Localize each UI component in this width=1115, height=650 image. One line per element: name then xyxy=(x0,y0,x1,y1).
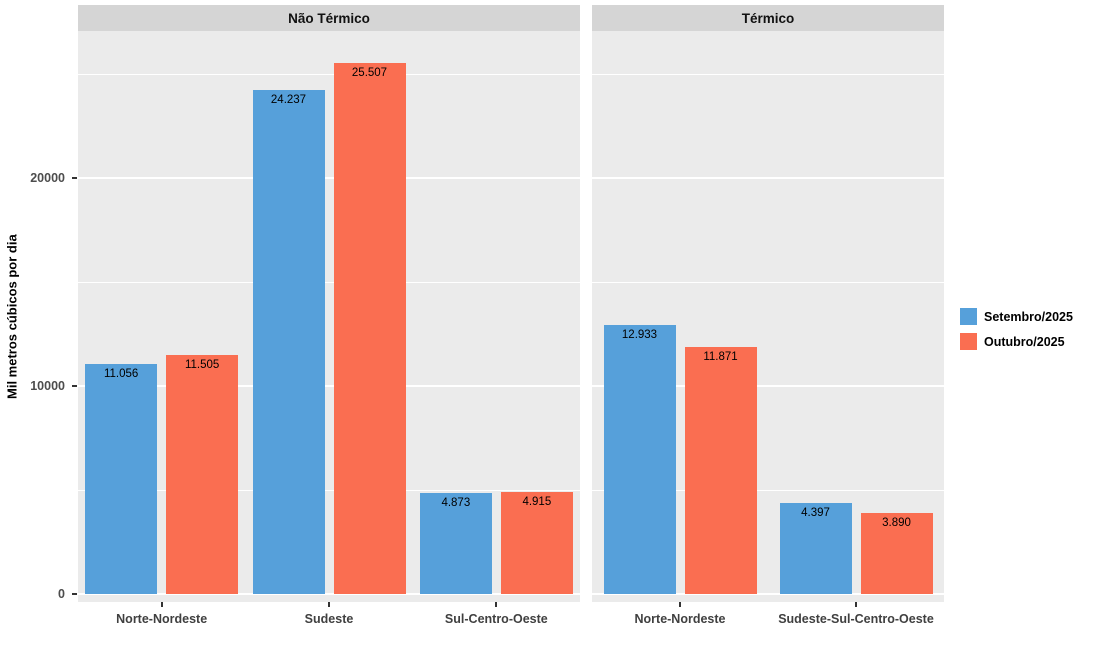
minor-gridline xyxy=(78,281,580,283)
major-gridline xyxy=(78,593,580,595)
bar-group: 4.873 4.915 xyxy=(419,31,573,594)
legend-entry: Setembro/2025 xyxy=(960,308,1073,325)
bar-group: 11.056 11.505 xyxy=(85,31,239,594)
x-category-label: Norte-Nordeste xyxy=(634,612,726,626)
bar-value-label: 12.933 xyxy=(621,329,658,341)
legend-color-swatch xyxy=(960,333,977,350)
bar-value-label: 3.890 xyxy=(882,517,911,529)
bar-value-label: 25.507 xyxy=(351,67,388,79)
facet-panel: Não Térmico 11.056 11.505 24.237 25.507 4.873… xyxy=(78,5,580,626)
bar-value-label: 4.397 xyxy=(801,507,830,519)
panel-plot-area: 12.933 11.871 4.397 3.890 xyxy=(592,31,944,602)
x-axis: Norte-Nordeste Sudeste-Sul-Centro-Oeste xyxy=(592,602,944,646)
y-tick-label: 0 xyxy=(58,587,65,601)
x-axis: Norte-Nordeste Sudeste Sul-Centro-Oeste xyxy=(78,602,580,646)
bar-setembro-2025[interactable]: 4.873 xyxy=(419,493,492,594)
panel-plot-area: 11.056 11.505 24.237 25.507 4.873 4.915 xyxy=(78,31,580,602)
legend: Setembro/2025 Outubro/2025 xyxy=(960,308,1073,350)
x-category-label: Sul-Centro-Oeste xyxy=(444,612,548,626)
bar-setembro-2025[interactable]: 24.237 xyxy=(252,90,325,594)
major-gridline xyxy=(78,385,580,387)
y-axis: 0 10000 20000 xyxy=(0,31,77,602)
minor-gridline xyxy=(592,281,944,283)
bar-outubro-2025[interactable]: 3.890 xyxy=(860,513,933,594)
bar-value-label: 4.915 xyxy=(522,496,552,508)
legend-entry: Outubro/2025 xyxy=(960,333,1073,350)
bar-outubro-2025[interactable]: 25.507 xyxy=(333,63,406,594)
bar-value-label: 11.056 xyxy=(103,368,139,380)
minor-gridline xyxy=(78,489,580,491)
facet-strip: Não Térmico xyxy=(78,5,580,31)
x-category-label: Sudeste xyxy=(304,612,354,626)
x-tick-mark xyxy=(160,602,163,607)
x-tick-mark xyxy=(328,602,330,607)
legend-entry-label: Outubro/2025 xyxy=(984,334,1065,349)
x-category-label: Sudeste-Sul-Centro-Oeste xyxy=(778,612,934,626)
bar-group: 12.933 11.871 xyxy=(603,31,757,594)
x-tick-mark xyxy=(855,602,857,607)
major-gridline xyxy=(592,385,944,387)
bar-value-label: 4.873 xyxy=(441,497,471,509)
bar-value-label: 11.505 xyxy=(184,359,220,371)
bar-outubro-2025[interactable]: 11.871 xyxy=(684,347,757,594)
x-category-label: Norte-Nordeste xyxy=(116,612,208,626)
legend-entry-label: Setembro/2025 xyxy=(984,309,1073,324)
y-tick-mark xyxy=(72,385,77,387)
facet-strip-label: Térmico xyxy=(741,10,795,26)
bar-setembro-2025[interactable]: 12.933 xyxy=(603,325,676,594)
minor-gridline xyxy=(592,489,944,491)
minor-gridline xyxy=(78,73,580,75)
bar-value-label: 24.237 xyxy=(270,94,307,106)
facet-panel: Térmico 12.933 11.871 4.397 3.890 Norte-Norde… xyxy=(592,5,944,626)
facet-strip-label: Não Térmico xyxy=(288,10,370,26)
y-tick-mark xyxy=(72,593,77,595)
y-tick-mark xyxy=(72,177,77,179)
major-gridline xyxy=(78,177,580,179)
legend-color-swatch xyxy=(960,308,977,325)
x-tick-mark xyxy=(495,602,498,607)
bar-value-label: 11.871 xyxy=(703,351,738,363)
bar-outubro-2025[interactable]: 11.505 xyxy=(166,355,239,594)
major-gridline xyxy=(592,177,944,179)
bar-setembro-2025[interactable]: 4.397 xyxy=(779,503,852,594)
x-tick-mark xyxy=(679,602,681,607)
minor-gridline xyxy=(592,73,944,75)
facet-strip: Térmico xyxy=(592,5,944,31)
bar-setembro-2025[interactable]: 11.056 xyxy=(85,364,158,594)
bar-outubro-2025[interactable]: 4.915 xyxy=(500,492,573,594)
y-tick-label: 10000 xyxy=(30,379,65,393)
major-gridline xyxy=(592,593,944,595)
y-tick-label: 20000 xyxy=(30,171,65,185)
bar-group: 4.397 3.890 xyxy=(779,31,933,594)
bar-group: 24.237 25.507 xyxy=(252,31,406,594)
